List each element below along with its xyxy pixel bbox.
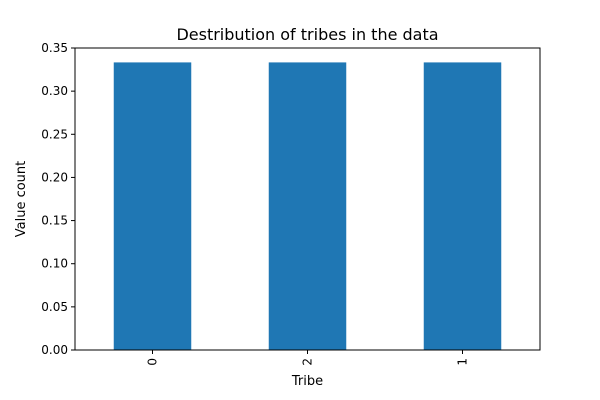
x-axis: 0 2 1 <box>146 350 470 366</box>
y-tick-label: 0.00 <box>41 343 68 357</box>
y-axis-label: Value count <box>14 161 29 238</box>
x-tick-label: 2 <box>301 358 315 366</box>
bar-1 <box>423 62 502 350</box>
chart-title: Destribution of tribes in the data <box>176 25 438 44</box>
y-tick-label: 0.20 <box>41 170 68 184</box>
y-tick-label: 0.15 <box>41 214 68 228</box>
y-tick-label: 0.30 <box>41 84 68 98</box>
y-axis: 0.00 0.05 0.10 0.15 0.20 0.25 0.30 0.35 <box>41 41 75 357</box>
x-axis-label: Tribe <box>291 374 323 389</box>
bars-layer <box>113 62 502 350</box>
y-tick-label: 0.35 <box>41 41 68 55</box>
bar-2 <box>268 62 347 350</box>
x-tick-label: 0 <box>146 358 160 366</box>
y-tick-label: 0.25 <box>41 127 68 141</box>
y-tick-label: 0.10 <box>41 257 68 271</box>
x-tick-label: 1 <box>456 358 470 366</box>
bar-0 <box>113 62 192 350</box>
y-tick-label: 0.05 <box>41 300 68 314</box>
